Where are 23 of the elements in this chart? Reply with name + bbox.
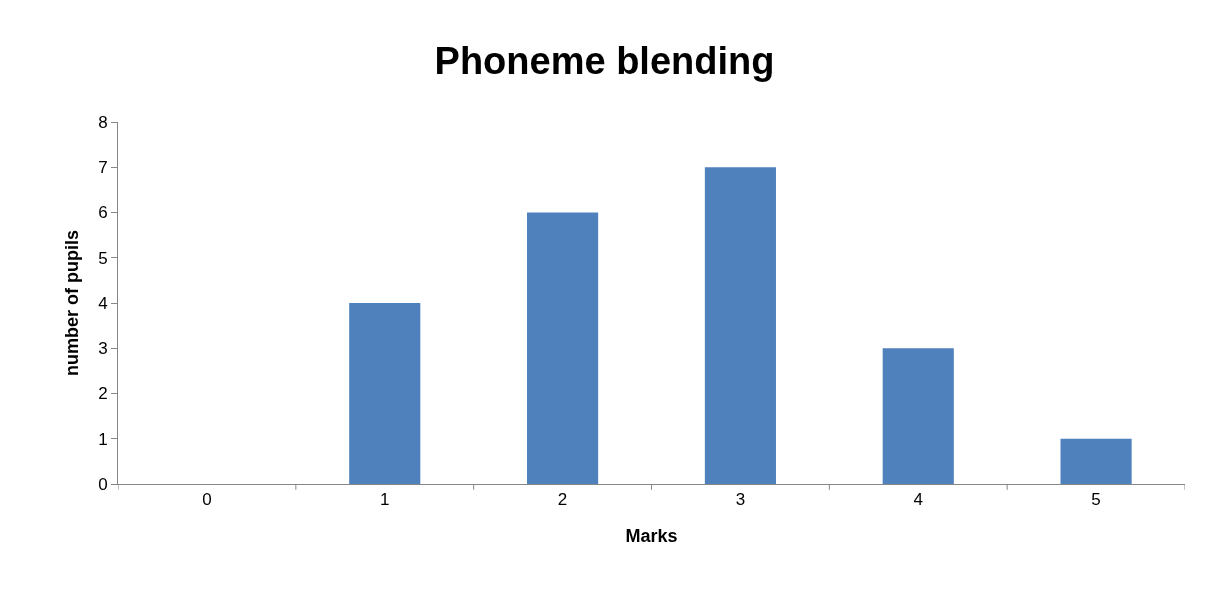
y-tick-label: 4 — [98, 293, 108, 313]
y-tick-label: 0 — [98, 474, 108, 494]
bar — [882, 348, 954, 484]
x-tick-label: 3 — [735, 490, 746, 510]
x-tick-label: 0 — [202, 490, 212, 510]
x-axis-title: Marks — [625, 525, 678, 546]
x-tick-label: 1 — [380, 490, 390, 510]
y-tick-label: 5 — [98, 248, 108, 268]
x-tick-label: 5 — [1091, 490, 1101, 510]
y-tick-label: 1 — [98, 429, 108, 449]
bar — [1060, 438, 1132, 484]
x-tick-label: 2 — [557, 490, 568, 510]
y-tick-label: 8 — [98, 112, 108, 132]
chart-title: Phoneme blending — [434, 39, 775, 82]
y-tick-label: 7 — [98, 158, 108, 178]
y-axis-title: number of pupils — [62, 230, 83, 376]
y-tick-label: 6 — [98, 203, 108, 223]
y-tick-label: 3 — [98, 339, 108, 359]
x-tick-label: 4 — [913, 490, 923, 510]
bar — [527, 212, 599, 484]
y-tick-label: 2 — [98, 384, 108, 404]
bar — [704, 167, 776, 484]
bar — [349, 303, 421, 484]
